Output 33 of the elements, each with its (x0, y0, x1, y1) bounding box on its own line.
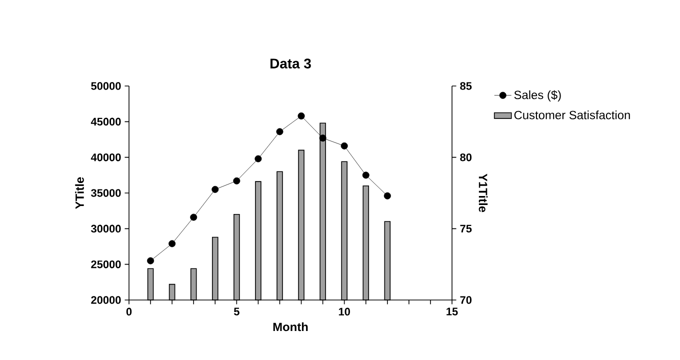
y2-tick-label: 80 (460, 153, 472, 162)
legend-label: Sales ($) (514, 90, 561, 102)
point (384, 192, 391, 200)
point (147, 257, 154, 264)
point (168, 240, 176, 248)
point (276, 128, 284, 136)
x-tick-label: 0 (126, 308, 132, 316)
point (233, 177, 240, 184)
y2-tick-label: 75 (460, 224, 472, 232)
point (340, 142, 348, 150)
y-tick-label: 20000 (91, 296, 121, 304)
y-tick-label: 25000 (91, 260, 121, 268)
y2-axis-title: Y1Title (478, 174, 488, 212)
x-tick-label: 10 (338, 308, 350, 316)
y2-tick-label: 70 (460, 296, 472, 304)
y-tick-label: 40000 (90, 153, 121, 162)
y2-tick-label: 85 (460, 82, 472, 90)
point (298, 112, 305, 120)
chart-title: Data 3 (270, 58, 311, 68)
point (212, 186, 219, 193)
y-tick-label: 50000 (91, 82, 121, 90)
x-tick-label: 15 (446, 308, 458, 316)
y-tick-label: 35000 (91, 189, 121, 197)
point (254, 155, 262, 162)
y-axis-title: YTitle (75, 177, 84, 209)
y-tick-label: 45000 (90, 118, 121, 126)
point (362, 172, 370, 179)
x-tick-label: 5 (234, 308, 240, 316)
point (319, 134, 326, 142)
point (190, 214, 198, 221)
x-axis-title: Month (273, 322, 308, 332)
y-tick-label: 30000 (91, 224, 121, 233)
legend-label: Customer Satisfaction (514, 110, 630, 120)
